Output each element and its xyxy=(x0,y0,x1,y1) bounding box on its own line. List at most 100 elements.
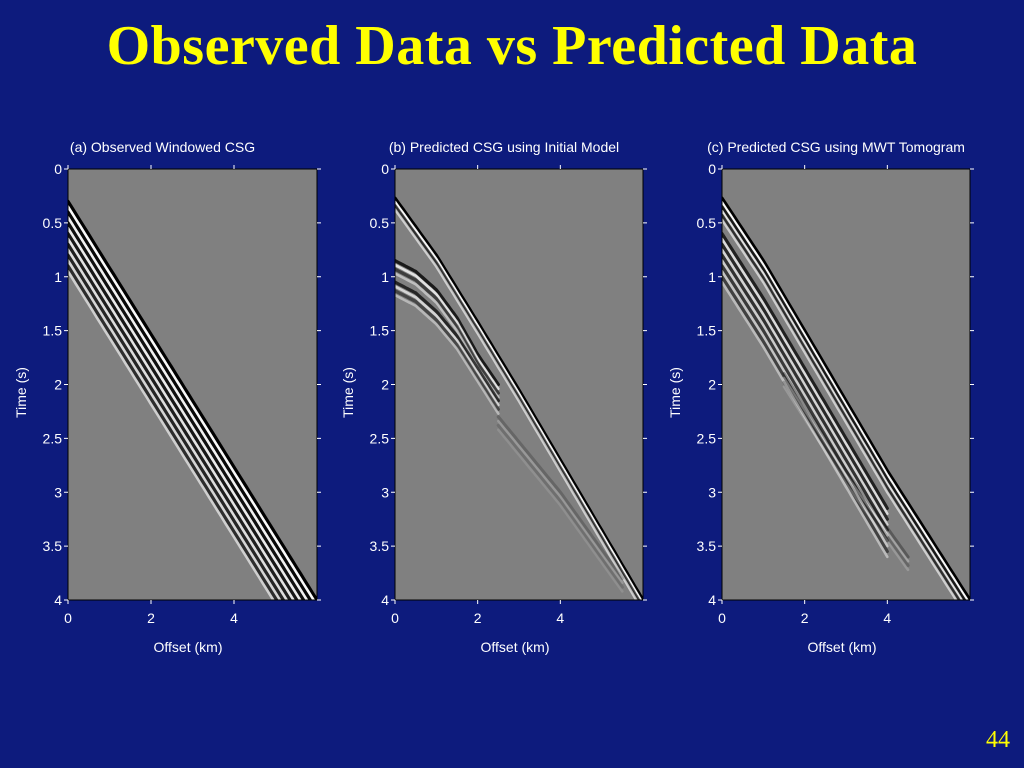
wavelet-peak xyxy=(395,285,500,407)
wavelet-trough xyxy=(395,204,641,600)
panel-title: (b) Predicted CSG using Initial Model xyxy=(389,139,619,155)
wavelet-peak xyxy=(722,248,889,526)
wavelet-trough xyxy=(722,213,961,600)
y-axis-label: Time (s) xyxy=(13,367,29,418)
wavelet-peak xyxy=(782,385,910,572)
wavelet-trough xyxy=(68,232,299,600)
wavelet-peak xyxy=(497,428,624,593)
event-direct-arrival xyxy=(395,196,643,600)
y-tick-label: 4 xyxy=(54,592,62,608)
wavelet-peak xyxy=(68,237,295,600)
y-tick-label: 0.5 xyxy=(697,215,717,231)
panel-title: (c) Predicted CSG using MWT Tomogram xyxy=(707,139,965,155)
wavelet-peak xyxy=(395,263,500,391)
panel-c: 00.511.522.533.540 2 4(c) Predicted CSG us… xyxy=(667,139,974,655)
y-tick-label: 1 xyxy=(54,269,62,285)
y-tick-label: 4 xyxy=(381,592,389,608)
wavelet-peak xyxy=(68,259,282,600)
wavelet-trough xyxy=(395,196,643,600)
wavelet-peak xyxy=(722,237,889,516)
wavelet-trough xyxy=(395,280,500,403)
wavelet-peak xyxy=(395,200,643,600)
y-tick-label: 3.5 xyxy=(697,538,717,554)
y-axis-label: Time (s) xyxy=(667,367,683,418)
slide-title: Observed Data vs Predicted Data xyxy=(106,15,918,77)
x-tick-label: 2 xyxy=(801,610,809,626)
wavelet-peak xyxy=(68,248,289,600)
wavelet-peak xyxy=(395,208,638,600)
y-tick-label: 3.5 xyxy=(370,538,390,554)
wavelet-trough xyxy=(68,199,317,600)
x-tick-label: 0 xyxy=(64,610,72,626)
y-tick-label: 4 xyxy=(708,592,716,608)
wavelet-peak xyxy=(68,216,309,600)
plot-area xyxy=(722,169,970,600)
wavelet-trough xyxy=(722,242,889,521)
wavelet-trough xyxy=(68,221,306,600)
page-number: 44 xyxy=(986,727,1010,753)
y-tick-label: 2.5 xyxy=(697,430,717,446)
wavelet-peak xyxy=(722,209,964,600)
y-tick-label: 3 xyxy=(381,484,389,500)
y-tick-label: 0 xyxy=(708,161,716,177)
wavelet-peak xyxy=(497,419,624,585)
y-tick-label: 3 xyxy=(54,484,62,500)
y-tick-label: 0.5 xyxy=(43,215,63,231)
wavelet-peak xyxy=(722,201,969,600)
wavelet-peak xyxy=(722,259,889,537)
x-tick-label: 0 xyxy=(391,610,399,626)
y-tick-label: 0 xyxy=(54,161,62,177)
wavelet-trough xyxy=(68,264,279,600)
plot-area xyxy=(68,169,317,600)
y-tick-label: 2 xyxy=(381,377,389,393)
x-tick-label: 0 xyxy=(718,610,726,626)
event-first-arrival xyxy=(68,199,317,600)
panel-title: (a) Observed Windowed CSG xyxy=(70,139,255,155)
wavelet-trough xyxy=(722,232,889,510)
event-first-arrival xyxy=(722,196,970,600)
wavelet-trough xyxy=(782,380,910,568)
wavelet-peak xyxy=(722,270,889,548)
panel-b: 00.511.522.533.540 2 4(b) Predicted CSG us… xyxy=(340,139,647,655)
wavelet-trough xyxy=(68,242,292,600)
event-reflection-2 xyxy=(395,280,500,415)
wavelet-trough xyxy=(68,253,286,600)
y-tick-label: 3 xyxy=(708,484,716,500)
y-tick-label: 1.5 xyxy=(697,323,717,339)
wavelet-trough xyxy=(395,289,500,411)
y-tick-label: 2.5 xyxy=(43,430,63,446)
x-tick-label: 4 xyxy=(883,610,891,626)
y-axis-label: Time (s) xyxy=(340,367,356,418)
wavelet-trough xyxy=(68,210,313,600)
y-tick-label: 1.5 xyxy=(370,323,390,339)
event-faint-tail xyxy=(496,415,624,593)
wavelet-trough xyxy=(496,415,624,580)
wavefield xyxy=(722,196,970,600)
wavelet-trough xyxy=(722,275,889,554)
wavelet-peak xyxy=(68,270,275,600)
wavelet-trough xyxy=(722,205,967,600)
x-tick-label: 2 xyxy=(474,610,482,626)
y-tick-label: 0 xyxy=(381,161,389,177)
y-tick-label: 2 xyxy=(54,377,62,393)
y-tick-label: 3.5 xyxy=(43,538,63,554)
event-later-arrivals xyxy=(722,232,889,559)
y-tick-label: 2 xyxy=(708,377,716,393)
wavefield xyxy=(68,199,317,600)
wavefield xyxy=(395,196,643,600)
panel-a: 00.511.522.533.540 2 4(a) Observed Windowe… xyxy=(13,139,321,655)
wavelet-trough xyxy=(496,423,624,589)
x-axis-label: Offset (km) xyxy=(481,639,550,655)
wavelet-peak xyxy=(722,218,958,600)
x-tick-label: 4 xyxy=(230,610,238,626)
event-faint-tail xyxy=(782,372,910,572)
y-tick-label: 1.5 xyxy=(43,323,63,339)
wavelet-peak xyxy=(68,227,302,600)
wavelet-peak xyxy=(395,293,500,415)
x-axis-label: Offset (km) xyxy=(808,639,877,655)
y-tick-label: 1 xyxy=(708,269,716,285)
wavelet-peak xyxy=(722,280,889,559)
wavelet-trough xyxy=(395,267,500,395)
wavelet-peak xyxy=(782,376,910,563)
